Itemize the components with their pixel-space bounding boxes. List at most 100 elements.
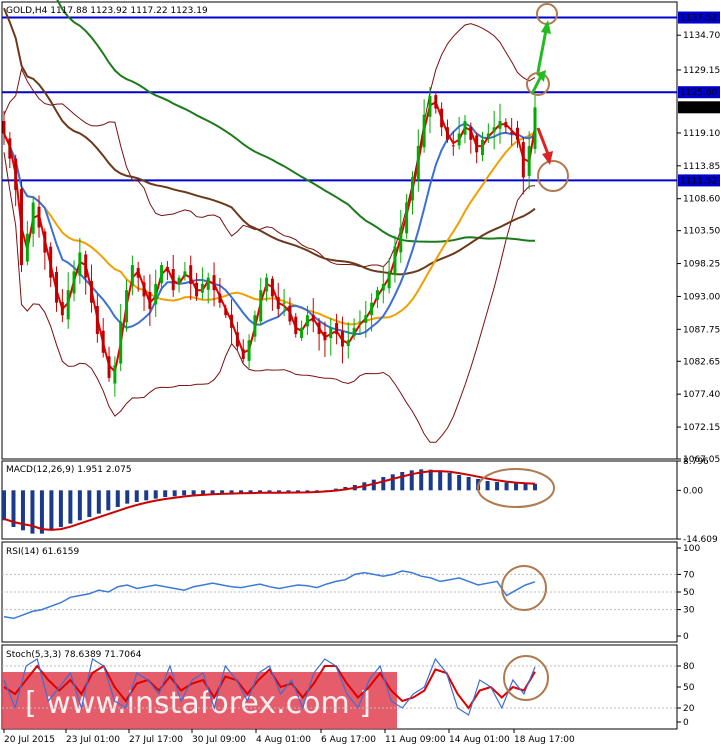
arrow-green-2-head bbox=[541, 20, 551, 34]
candle-body bbox=[95, 306, 99, 335]
candle-body bbox=[463, 121, 467, 135]
candle-body bbox=[25, 233, 29, 262]
level-label-bg bbox=[678, 86, 720, 99]
price-tick-label: 1113.85 bbox=[683, 162, 720, 172]
rsi-tick-label: 70 bbox=[683, 570, 695, 580]
macd-bar bbox=[201, 490, 206, 495]
candle-body bbox=[358, 321, 362, 323]
macd-bar bbox=[163, 490, 168, 497]
breakout-circle bbox=[526, 72, 550, 96]
price-tick-label: 1098.25 bbox=[683, 260, 720, 270]
candle-body bbox=[20, 188, 24, 266]
candle-body bbox=[364, 315, 368, 323]
candle-body bbox=[183, 271, 187, 277]
price-tick-label: 1067.05 bbox=[683, 455, 720, 465]
candle-body bbox=[469, 126, 473, 140]
candle-body bbox=[218, 293, 222, 303]
candle-body bbox=[480, 139, 484, 156]
candle-body bbox=[101, 330, 105, 353]
level-label-bg bbox=[678, 174, 720, 187]
macd-bar bbox=[125, 490, 130, 504]
arrow-red-head bbox=[542, 151, 553, 165]
candle-body bbox=[160, 265, 164, 284]
level-label: 1111.52 bbox=[680, 176, 717, 186]
stoch-tick-label: 20 bbox=[683, 704, 695, 714]
candle-body bbox=[288, 305, 292, 322]
candle-body bbox=[224, 308, 228, 316]
candle-body bbox=[142, 282, 146, 297]
candle-body bbox=[200, 283, 204, 293]
stoch-tick-label: 0 bbox=[683, 718, 689, 728]
macd-bar bbox=[115, 490, 120, 507]
candle-body bbox=[445, 127, 449, 140]
support-circle bbox=[537, 160, 569, 192]
macd-bar bbox=[191, 490, 196, 495]
ma-brown-line bbox=[3, 7, 536, 276]
macd-bar bbox=[144, 490, 149, 501]
stoch-main-line bbox=[3, 657, 536, 716]
rsi-series-line bbox=[3, 570, 536, 620]
candle-body bbox=[451, 145, 455, 147]
candle-body bbox=[78, 252, 82, 276]
candle-body bbox=[486, 133, 490, 137]
candle-body bbox=[66, 290, 70, 320]
price-tick-label: 1072.15 bbox=[683, 423, 720, 433]
stoch-tick-label: 50 bbox=[683, 683, 695, 693]
time-tick-label: 18 Aug 17:00 bbox=[514, 735, 575, 745]
candle-body bbox=[387, 271, 391, 289]
macd-histogram bbox=[2, 469, 537, 534]
candle-body bbox=[212, 275, 216, 291]
time-tick-label: 27 Jul 17:00 bbox=[129, 735, 183, 745]
macd-bar bbox=[400, 471, 405, 491]
candle-body bbox=[323, 331, 327, 341]
candle-body bbox=[416, 146, 420, 180]
price-tick-label: 1108.60 bbox=[683, 195, 720, 205]
macd-bar bbox=[305, 490, 310, 492]
candle-body bbox=[125, 290, 129, 323]
macd-bar bbox=[485, 480, 490, 491]
macd-bar bbox=[419, 469, 424, 491]
candle-body bbox=[393, 246, 397, 276]
level-lines bbox=[2, 16, 677, 182]
arrow-red bbox=[536, 127, 550, 155]
macd-bar bbox=[210, 490, 215, 494]
macd-header: MACD(12,26,9) 1.951 2.075 bbox=[6, 465, 132, 475]
macd-tick-label: -14.609 bbox=[683, 535, 718, 545]
time-tick-label: 4 Aug 01:00 bbox=[256, 735, 311, 745]
macd-bar bbox=[30, 490, 35, 534]
macd-bar bbox=[68, 490, 73, 524]
macd-bar bbox=[286, 490, 291, 493]
candle-body bbox=[440, 108, 444, 128]
candle-body bbox=[527, 146, 531, 176]
time-tick-label: 6 Aug 17:00 bbox=[321, 735, 376, 745]
macd-panel-frame bbox=[1, 460, 678, 540]
candle-body bbox=[270, 278, 274, 297]
candle-body bbox=[90, 280, 94, 303]
arrow-green-1 bbox=[530, 75, 543, 95]
time-tick-label: 11 Aug 09:00 bbox=[385, 735, 446, 745]
candle-body bbox=[165, 266, 169, 272]
macd-bar bbox=[2, 490, 6, 521]
candle-body bbox=[119, 321, 123, 364]
macd-bar bbox=[49, 490, 54, 531]
macd-bar bbox=[267, 490, 272, 493]
candle-body bbox=[136, 268, 140, 278]
candle-body bbox=[49, 246, 53, 278]
macd-bar bbox=[11, 490, 16, 527]
candle-body bbox=[504, 122, 508, 128]
stoch-header: Stoch(5,3,3) 78.6389 71.7064 bbox=[6, 650, 142, 660]
level-label: 1137.52 bbox=[680, 14, 717, 24]
macd-bar bbox=[258, 490, 263, 493]
price-axis: 1134.70 1129.15 1119.10 1113.85 1108.60 1103.… bbox=[677, 31, 720, 465]
macd-bar bbox=[333, 488, 338, 491]
candle-body bbox=[410, 177, 414, 201]
macd-bar bbox=[447, 472, 452, 491]
macd-bar bbox=[295, 490, 300, 493]
candle-body bbox=[375, 290, 379, 300]
macd-bar bbox=[106, 490, 111, 511]
candle-body bbox=[492, 127, 496, 132]
time-tick-label: 30 Jul 09:00 bbox=[192, 735, 246, 745]
rsi-tick-label: 30 bbox=[683, 606, 695, 616]
time-tick-label: 20 Jul 2015 bbox=[4, 735, 55, 745]
